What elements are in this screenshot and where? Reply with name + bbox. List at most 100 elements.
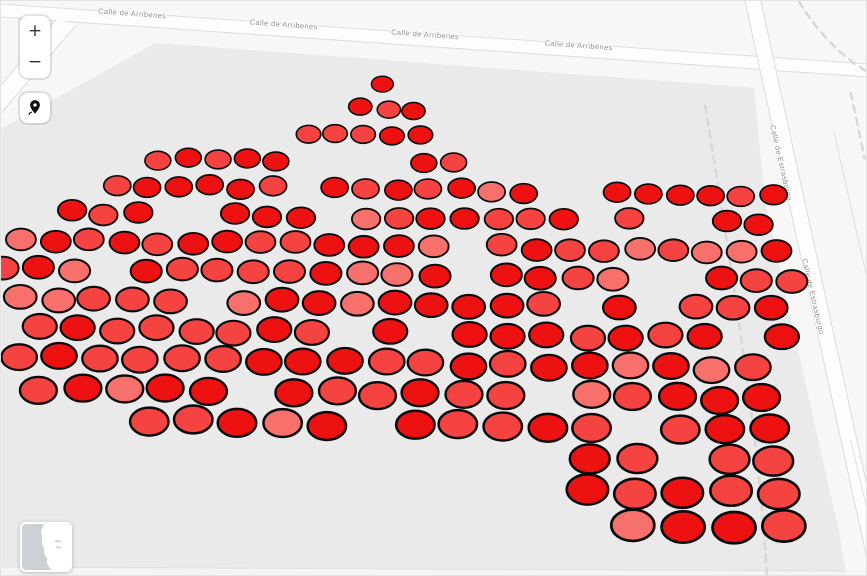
map-marker[interactable] (165, 256, 199, 282)
map-marker[interactable] (41, 287, 77, 314)
map-marker[interactable] (449, 352, 488, 381)
locate-button[interactable] (20, 93, 50, 123)
map-marker[interactable] (753, 294, 789, 321)
map-marker[interactable] (690, 240, 723, 265)
map-marker[interactable] (377, 289, 413, 316)
map-marker[interactable] (244, 230, 277, 254)
map-marker[interactable] (602, 181, 632, 203)
map-marker[interactable] (59, 314, 96, 342)
map-marker[interactable] (486, 380, 526, 411)
map-marker[interactable] (301, 290, 337, 316)
map-marker[interactable] (306, 410, 348, 442)
map-marker[interactable] (725, 239, 758, 264)
map-marker[interactable] (383, 234, 415, 258)
map-marker[interactable] (739, 268, 773, 293)
map-marker[interactable] (763, 323, 801, 351)
map-marker[interactable] (264, 286, 300, 313)
map-marker[interactable] (367, 347, 406, 376)
map-marker[interactable] (756, 477, 801, 511)
map-marker[interactable] (18, 375, 59, 405)
map-marker[interactable] (413, 292, 449, 319)
map-marker[interactable] (295, 124, 322, 144)
map-marker[interactable] (245, 347, 283, 376)
map-marker[interactable] (482, 411, 524, 442)
map-marker[interactable] (153, 288, 188, 315)
map-marker[interactable] (400, 378, 440, 408)
map-marker[interactable] (272, 259, 307, 284)
map-marker[interactable] (174, 147, 203, 168)
map-marker[interactable] (696, 185, 726, 207)
map-marker[interactable] (145, 373, 185, 403)
map-marker[interactable] (759, 184, 789, 206)
map-marker[interactable] (616, 442, 659, 475)
map-marker[interactable] (526, 290, 562, 317)
map-marker[interactable] (711, 510, 757, 545)
map-marker[interactable] (108, 230, 141, 255)
map-marker[interactable] (612, 381, 653, 412)
map-marker[interactable] (376, 100, 402, 119)
map-marker[interactable] (569, 324, 607, 352)
map-marker[interactable] (81, 344, 119, 373)
map-marker[interactable] (741, 382, 782, 413)
map-marker[interactable] (571, 412, 613, 444)
map-marker[interactable] (678, 293, 714, 320)
map-marker[interactable] (449, 207, 480, 230)
map-marker[interactable] (1, 255, 20, 281)
map-marker[interactable] (378, 126, 405, 146)
map-marker[interactable] (258, 175, 288, 197)
map-marker[interactable] (451, 320, 488, 348)
map-marker[interactable] (370, 75, 395, 93)
map-marker[interactable] (588, 239, 620, 263)
map-marker[interactable] (665, 184, 695, 206)
map-marker[interactable] (752, 445, 795, 477)
map-marker[interactable] (612, 477, 657, 511)
map-marker[interactable] (530, 353, 568, 382)
map-marker[interactable] (561, 265, 595, 291)
map-marker[interactable] (699, 385, 740, 416)
map-marker[interactable] (5, 227, 37, 252)
map-marker[interactable] (659, 414, 701, 445)
map-marker[interactable] (417, 234, 450, 259)
map-marker[interactable] (705, 265, 739, 291)
map-marker[interactable] (609, 508, 656, 543)
map-marker[interactable] (489, 322, 526, 350)
map-marker[interactable] (413, 178, 443, 200)
map-marker[interactable] (2, 283, 38, 310)
map-marker[interactable] (115, 286, 150, 313)
map-marker[interactable] (572, 379, 612, 409)
map-marker[interactable] (200, 257, 234, 283)
map-marker[interactable] (188, 376, 229, 406)
map-marker[interactable] (346, 260, 380, 286)
map-marker[interactable] (743, 213, 774, 236)
map-marker[interactable] (163, 344, 201, 373)
minimap-thumbnail[interactable] (20, 522, 72, 572)
map-marker[interactable] (350, 207, 382, 231)
map-marker[interactable] (144, 150, 172, 171)
map-marker[interactable] (528, 321, 565, 349)
map-marker[interactable] (515, 207, 546, 231)
map-marker[interactable] (326, 346, 364, 375)
map-marker[interactable] (72, 227, 105, 252)
map-marker[interactable] (204, 149, 232, 170)
map-marker[interactable] (614, 207, 645, 230)
map-marker[interactable] (761, 508, 807, 543)
map-marker[interactable] (447, 177, 477, 199)
map-marker[interactable] (251, 205, 283, 229)
map-marker[interactable] (313, 233, 346, 257)
map-marker[interactable] (339, 290, 375, 317)
map-marker[interactable] (236, 259, 270, 285)
map-marker[interactable] (195, 174, 225, 196)
map-marker[interactable] (775, 269, 809, 294)
map-marker[interactable] (418, 263, 452, 289)
map-marker[interactable] (347, 97, 373, 116)
map-marker[interactable] (444, 379, 484, 409)
map-marker[interactable] (63, 373, 103, 403)
map-marker[interactable] (120, 345, 159, 374)
map-marker[interactable] (350, 124, 377, 145)
map-marker[interactable] (283, 347, 322, 376)
map-marker[interactable] (138, 314, 175, 342)
map-marker[interactable] (129, 258, 163, 284)
map-marker[interactable] (177, 231, 210, 256)
map-marker[interactable] (226, 290, 262, 316)
map-marker[interactable] (415, 207, 446, 230)
